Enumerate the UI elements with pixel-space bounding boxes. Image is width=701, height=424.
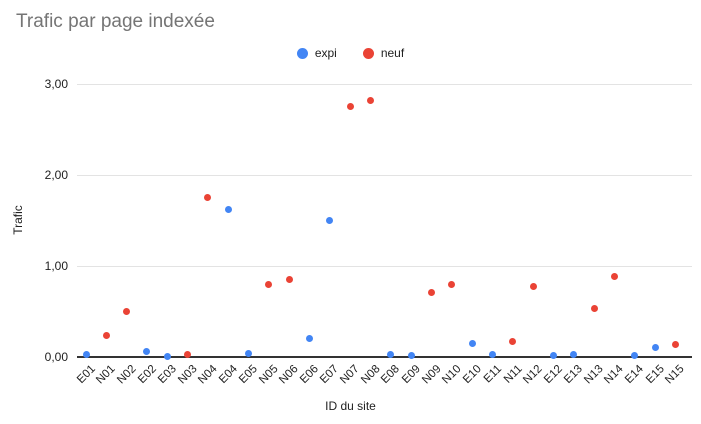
x-tick-label: N15 xyxy=(663,363,688,387)
x-axis-line xyxy=(77,356,692,358)
y-tick-label: 0,00 xyxy=(44,350,68,364)
data-point-N09[interactable] xyxy=(428,288,436,296)
x-tick-label: E01 xyxy=(74,363,98,386)
data-point-N07[interactable] xyxy=(346,103,354,111)
x-tick-label: E13 xyxy=(562,363,586,386)
data-point-N03[interactable] xyxy=(184,350,192,358)
data-point-N12[interactable] xyxy=(529,282,537,290)
gridline xyxy=(77,175,692,176)
x-tick-label: N12 xyxy=(521,363,545,387)
x-tick-label: N14 xyxy=(602,363,627,387)
plot-area xyxy=(77,84,692,360)
data-point-E03[interactable] xyxy=(163,352,171,360)
data-point-E05[interactable] xyxy=(245,349,253,357)
data-point-E11[interactable] xyxy=(489,350,497,358)
data-point-N05[interactable] xyxy=(265,280,273,288)
data-point-N01[interactable] xyxy=(102,331,110,339)
x-tick-label: N10 xyxy=(440,363,464,387)
data-point-E04[interactable] xyxy=(224,206,232,214)
data-point-N06[interactable] xyxy=(285,276,293,284)
x-tick-label: N08 xyxy=(358,363,383,387)
x-tick-label: E09 xyxy=(399,363,423,386)
data-point-N15[interactable] xyxy=(672,340,680,348)
data-point-E09[interactable] xyxy=(407,351,415,359)
x-tick-label: E04 xyxy=(216,363,240,386)
chart-title: Trafic par page indexée xyxy=(16,11,215,32)
legend-item-neuf[interactable]: neuf xyxy=(362,46,405,60)
x-tick-label: E15 xyxy=(643,363,667,386)
x-tick-label: N01 xyxy=(94,363,118,387)
legend-item-expi[interactable]: expi xyxy=(296,46,337,60)
data-point-E12[interactable] xyxy=(550,351,558,359)
gridline xyxy=(77,266,692,267)
data-point-E01[interactable] xyxy=(82,350,90,358)
data-point-N11[interactable] xyxy=(509,338,517,346)
x-tick-label: E02 xyxy=(135,363,159,386)
data-point-N10[interactable] xyxy=(448,280,456,288)
x-tick-label: E07 xyxy=(318,363,342,386)
x-tick-label: E03 xyxy=(155,363,179,386)
gridline xyxy=(77,84,692,85)
data-point-E07[interactable] xyxy=(326,217,334,224)
data-point-E15[interactable] xyxy=(651,344,659,352)
data-point-E14[interactable] xyxy=(631,351,639,359)
x-tick-label: E05 xyxy=(237,363,261,386)
data-point-N08[interactable] xyxy=(367,96,375,104)
data-point-E10[interactable] xyxy=(468,339,476,347)
neuf-series-dot-icon xyxy=(362,47,374,59)
data-point-N13[interactable] xyxy=(590,305,598,313)
data-point-E06[interactable] xyxy=(306,335,314,343)
y-tick-label: 3,00 xyxy=(44,77,68,91)
x-tick-label: N05 xyxy=(257,363,281,387)
expi-series-dot-icon xyxy=(296,47,308,59)
data-point-N14[interactable] xyxy=(611,272,619,280)
data-point-N04[interactable] xyxy=(204,194,212,202)
x-tick-label: N11 xyxy=(501,363,525,386)
x-tick-label: E06 xyxy=(298,363,322,386)
x-tick-label: E14 xyxy=(623,363,647,386)
x-tick-label: E11 xyxy=(481,363,505,386)
x-tick-label: N13 xyxy=(582,363,606,387)
x-tick-label: N04 xyxy=(196,363,220,387)
data-point-E08[interactable] xyxy=(387,350,395,358)
x-axis-title: ID du site xyxy=(325,399,376,413)
x-tick-label: E08 xyxy=(379,363,403,386)
x-tick-label: N09 xyxy=(419,363,444,387)
legend-label-expi: expi xyxy=(314,46,337,60)
y-tick-label: 2,00 xyxy=(44,168,68,182)
x-tick-label: N06 xyxy=(277,363,301,387)
y-axis-title: Trafic xyxy=(11,205,25,235)
x-tick-label: N02 xyxy=(114,363,139,387)
x-tick-label: N07 xyxy=(338,363,362,387)
x-tick-label: E12 xyxy=(542,363,566,386)
legend: expi neuf xyxy=(0,46,701,60)
data-point-E13[interactable] xyxy=(570,350,578,358)
data-point-N02[interactable] xyxy=(123,308,131,315)
legend-label-neuf: neuf xyxy=(380,46,405,60)
data-point-E02[interactable] xyxy=(143,348,151,356)
x-tick-label: N03 xyxy=(175,363,200,387)
x-tick-label: E10 xyxy=(460,363,484,386)
y-tick-label: 1,00 xyxy=(44,259,68,273)
